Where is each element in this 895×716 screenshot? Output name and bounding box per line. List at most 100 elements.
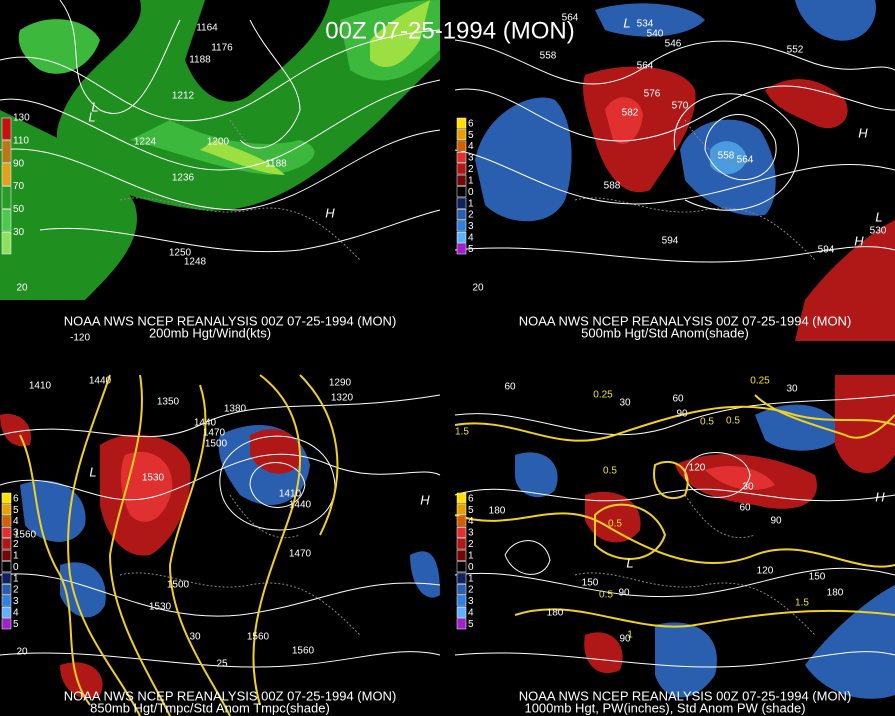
yellow-contour (19, 434, 91, 706)
colorbar-swatch (1, 117, 12, 141)
contour-label: 1560 (247, 632, 270, 643)
shaded-region (710, 141, 747, 175)
yellow-contour (67, 374, 141, 716)
contour-label: -120 (70, 333, 90, 344)
shaded-region (120, 451, 173, 522)
colorbar-swatch (1, 561, 12, 573)
colorbar-swatch (1, 492, 12, 504)
height-contour (0, 129, 441, 211)
height-contour (0, 79, 441, 171)
contour-label: 0.25 (750, 376, 770, 387)
pressure-center-label: L (623, 15, 630, 30)
contour-label: 60 (504, 382, 516, 393)
colorbar-label: 70 (13, 181, 25, 192)
contour-label: 90 (676, 409, 688, 420)
height-contour (454, 651, 895, 668)
shaded-region (655, 622, 717, 698)
colorbar-label: 6 (468, 118, 474, 129)
contour-label: 1224 (134, 137, 157, 148)
contour-label: 60 (739, 503, 751, 514)
height-contour (0, 29, 441, 122)
colorbar-swatch (1, 572, 12, 584)
colorbar-label: 30 (13, 227, 25, 238)
coastline (119, 119, 361, 261)
colorbar-swatch (456, 220, 467, 232)
colorbar-label: 4 (468, 516, 474, 527)
yellow-contour (252, 374, 301, 706)
colorbar-swatch (456, 504, 467, 516)
contour-label: 1290 (329, 378, 352, 389)
height-contour (39, 209, 441, 253)
contour-label: 30 (189, 632, 201, 643)
colorbar-swatch (1, 527, 12, 538)
contour-label: 1.5 (455, 427, 469, 438)
colorbar-label: 3 (13, 596, 19, 607)
colorbar-label: 5 (13, 619, 19, 630)
colorbar-swatch (456, 140, 467, 152)
pressure-center-label: L (88, 109, 95, 124)
contour-label: 0.5 (603, 466, 617, 477)
contour-label: 150 (582, 578, 599, 589)
contour-label: 90 (770, 516, 782, 527)
colorbar-swatch (456, 152, 467, 163)
shaded-region (605, 97, 643, 144)
pressure-center-label: H (858, 125, 868, 140)
contour-label: 30 (619, 398, 631, 409)
colorbar-label: 3 (13, 528, 19, 539)
yellow-contour (594, 503, 667, 560)
contour-label: 1530 (142, 473, 165, 484)
contour-label: 0.5 (700, 417, 714, 428)
contour-label: 1440 (194, 418, 217, 429)
contour-label: 180 (827, 588, 844, 599)
height-contour (249, 462, 306, 508)
colorbar-label: 3 (468, 221, 474, 232)
colorbar-label: 2 (468, 164, 474, 175)
colorbar-swatch (456, 129, 467, 141)
colorbar-swatch (1, 140, 12, 163)
coastline (574, 119, 816, 261)
contour-label: 1380 (224, 404, 247, 415)
colorbar-swatch (456, 174, 467, 186)
shaded-region (410, 551, 440, 598)
colorbar-swatch (1, 595, 12, 607)
colorbar-swatch (1, 209, 12, 232)
colorbar-label: 1 (468, 550, 474, 561)
colorbar-label: 4 (13, 516, 19, 527)
colorbar-swatch (456, 243, 467, 255)
shaded-region (475, 97, 572, 222)
map-title: 00Z 07-25-1994 (MON) (325, 17, 574, 44)
contour-label: 20 (16, 647, 28, 658)
colorbar-label: 1 (468, 198, 474, 209)
colorbar-swatch (456, 572, 467, 584)
colorbar-label: 0 (468, 187, 474, 198)
shaded-region (835, 375, 895, 474)
contour-label: 25 (216, 659, 228, 670)
contour-label: 564 (737, 155, 754, 166)
contour-label: 1500 (167, 580, 190, 591)
shaded-region (584, 632, 623, 674)
contour-label: 0.5 (599, 590, 613, 601)
contour-label: 530 (870, 226, 887, 237)
height-contour (454, 39, 895, 85)
colorbar-label: 5 (468, 244, 474, 255)
contour-label: 558 (718, 151, 735, 162)
contour-label: 1188 (189, 55, 211, 66)
colorbar-swatch (456, 606, 467, 618)
panel-caption: NOAA NWS NCEP REANALYSIS 00Z 07-25-1994 … (64, 313, 397, 328)
colorbar-label: 6 (13, 493, 19, 504)
height-contour (0, 651, 441, 668)
shaded-region (705, 465, 775, 490)
height-contour (454, 488, 895, 502)
colorbar-swatch (456, 186, 467, 198)
colorbar-label: 5 (468, 130, 474, 141)
yellow-contour (168, 384, 231, 716)
colorbar-label: 0 (468, 562, 474, 573)
shaded-region (60, 562, 106, 618)
contour-label: 594 (818, 245, 835, 256)
contour-label: 594 (662, 236, 679, 247)
contour-label: 30 (786, 384, 798, 395)
contour-label: 558 (540, 51, 557, 62)
pressure-center-label: L (626, 555, 633, 570)
coastline (119, 494, 361, 636)
